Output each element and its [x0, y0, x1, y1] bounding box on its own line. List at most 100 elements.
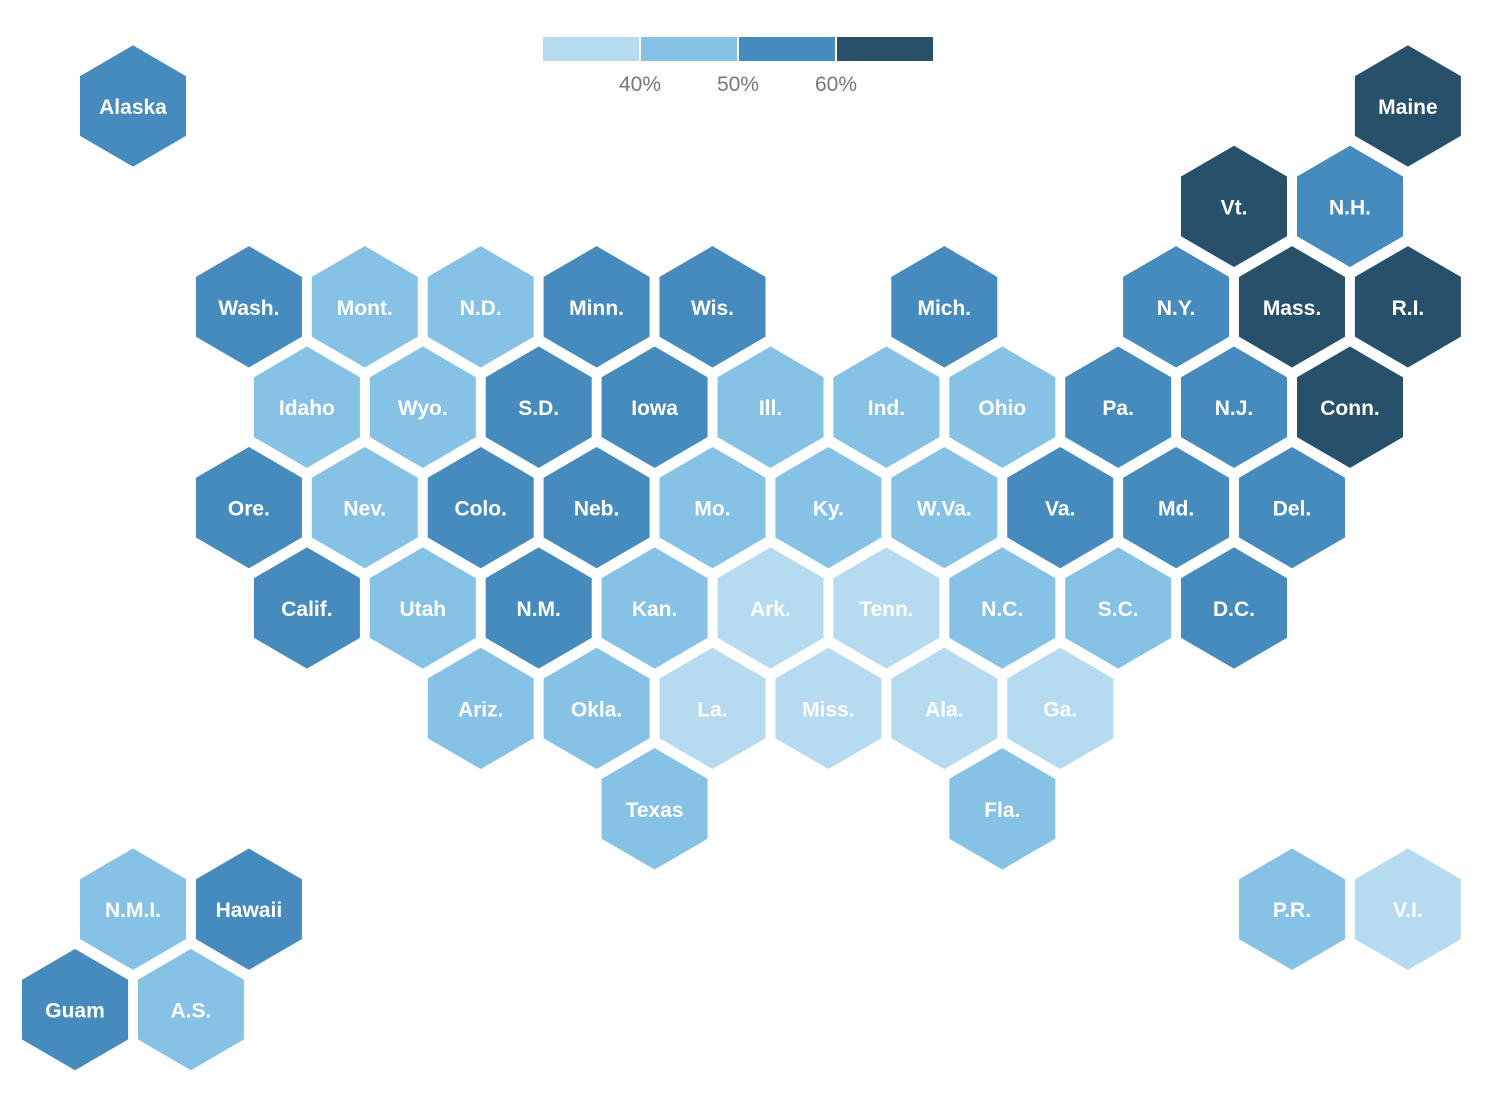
state-hex[interactable]: Mo.: [655, 442, 770, 573]
state-hex[interactable]: N.J.: [1177, 341, 1291, 473]
state-hex-shape[interactable]: [945, 542, 1060, 674]
state-hex-shape[interactable]: [539, 241, 654, 373]
state-hex-shape[interactable]: [423, 643, 538, 774]
state-hex[interactable]: Ind.: [829, 341, 944, 473]
state-hex[interactable]: R.I.: [1350, 241, 1465, 373]
state-hex[interactable]: Mich.: [887, 241, 1002, 373]
state-hex-shape[interactable]: [133, 944, 248, 1075]
state-hex-shape[interactable]: [423, 442, 538, 573]
state-hex[interactable]: Del.: [1235, 442, 1349, 573]
state-hex-shape[interactable]: [1350, 241, 1465, 373]
state-hex-shape[interactable]: [18, 944, 133, 1075]
state-hex-shape[interactable]: [887, 643, 1002, 774]
state-hex-shape[interactable]: [713, 341, 828, 473]
state-hex-shape[interactable]: [423, 241, 538, 373]
state-hex[interactable]: Kan.: [597, 542, 712, 674]
state-hex-shape[interactable]: [887, 241, 1002, 373]
state-hex-shape[interactable]: [1003, 643, 1118, 774]
state-hex[interactable]: P.R.: [1235, 843, 1349, 975]
state-hex[interactable]: La.: [655, 643, 770, 774]
state-hex-shape[interactable]: [191, 843, 306, 975]
state-hex[interactable]: Wyo.: [365, 341, 480, 473]
state-hex-shape[interactable]: [1235, 442, 1349, 573]
state-hex-shape[interactable]: [597, 743, 712, 875]
state-hex-shape[interactable]: [307, 442, 422, 573]
state-hex[interactable]: Hawaii: [191, 843, 306, 975]
state-hex-shape[interactable]: [365, 341, 480, 473]
state-hex-shape[interactable]: [1235, 843, 1349, 975]
state-hex[interactable]: Conn.: [1293, 341, 1407, 473]
state-hex[interactable]: Pa.: [1061, 341, 1176, 473]
state-hex[interactable]: V.I.: [1350, 843, 1465, 975]
state-hex[interactable]: Colo.: [423, 442, 538, 573]
state-hex[interactable]: Fla.: [945, 743, 1060, 875]
state-hex[interactable]: Ore.: [191, 442, 306, 573]
state-hex[interactable]: Ky.: [771, 442, 886, 573]
state-hex[interactable]: Ohio: [945, 341, 1060, 473]
state-hex-shape[interactable]: [1350, 40, 1465, 172]
state-hex-shape[interactable]: [1235, 241, 1349, 373]
state-hex[interactable]: Wash.: [191, 241, 306, 373]
state-hex[interactable]: Idaho: [249, 341, 364, 473]
state-hex-shape[interactable]: [597, 542, 712, 674]
state-hex-shape[interactable]: [945, 341, 1060, 473]
state-hex[interactable]: N.C.: [945, 542, 1060, 674]
state-hex[interactable]: Utah: [365, 542, 480, 674]
state-hex-shape[interactable]: [191, 442, 306, 573]
state-hex[interactable]: N.M.: [481, 542, 596, 674]
state-hex[interactable]: Minn.: [539, 241, 654, 373]
state-hex-shape[interactable]: [1061, 542, 1176, 674]
state-hex[interactable]: Va.: [1003, 442, 1118, 573]
state-hex-shape[interactable]: [655, 442, 770, 573]
state-hex[interactable]: Md.: [1119, 442, 1234, 573]
state-hex[interactable]: Okla.: [539, 643, 654, 774]
state-hex-shape[interactable]: [1350, 843, 1465, 975]
state-hex-shape[interactable]: [76, 843, 190, 975]
state-hex[interactable]: Calif.: [249, 542, 364, 674]
state-hex[interactable]: N.H.: [1293, 141, 1407, 272]
state-hex[interactable]: Iowa: [597, 341, 712, 473]
state-hex-shape[interactable]: [887, 442, 1002, 573]
state-hex-shape[interactable]: [365, 542, 480, 674]
state-hex[interactable]: Ill.: [713, 341, 828, 473]
state-hex[interactable]: A.S.: [133, 944, 248, 1075]
state-hex-shape[interactable]: [539, 643, 654, 774]
state-hex-shape[interactable]: [655, 643, 770, 774]
state-hex[interactable]: Ark.: [713, 542, 828, 674]
state-hex-shape[interactable]: [307, 241, 422, 373]
state-hex[interactable]: Alaska: [76, 40, 190, 172]
state-hex[interactable]: Miss.: [771, 643, 886, 774]
state-hex[interactable]: Guam: [18, 944, 133, 1075]
state-hex[interactable]: S.C.: [1061, 542, 1176, 674]
state-hex-shape[interactable]: [1177, 341, 1291, 473]
state-hex-shape[interactable]: [771, 643, 886, 774]
state-hex-shape[interactable]: [481, 341, 596, 473]
state-hex-shape[interactable]: [249, 341, 364, 473]
state-hex[interactable]: Ariz.: [423, 643, 538, 774]
state-hex[interactable]: D.C.: [1177, 542, 1291, 674]
state-hex[interactable]: Mass.: [1235, 241, 1349, 373]
state-hex-shape[interactable]: [1293, 141, 1407, 272]
state-hex-shape[interactable]: [249, 542, 364, 674]
state-hex[interactable]: Nev.: [307, 442, 422, 573]
state-hex-shape[interactable]: [1061, 341, 1176, 473]
state-hex[interactable]: N.M.I.: [76, 843, 190, 975]
state-hex[interactable]: N.D.: [423, 241, 538, 373]
state-hex[interactable]: Texas: [597, 743, 712, 875]
state-hex-shape[interactable]: [1003, 442, 1118, 573]
state-hex[interactable]: Vt.: [1177, 141, 1291, 272]
state-hex-shape[interactable]: [1177, 141, 1291, 272]
state-hex-shape[interactable]: [771, 442, 886, 573]
state-hex[interactable]: Tenn.: [829, 542, 944, 674]
state-hex-shape[interactable]: [1177, 542, 1291, 674]
state-hex[interactable]: Maine: [1350, 40, 1465, 172]
state-hex[interactable]: Neb.: [539, 442, 654, 573]
state-hex-shape[interactable]: [655, 241, 770, 373]
state-hex[interactable]: Ala.: [887, 643, 1002, 774]
state-hex-shape[interactable]: [191, 241, 306, 373]
state-hex-shape[interactable]: [829, 341, 944, 473]
state-hex[interactable]: Ga.: [1003, 643, 1118, 774]
state-hex-shape[interactable]: [481, 542, 596, 674]
state-hex[interactable]: S.D.: [481, 341, 596, 473]
state-hex[interactable]: Wis.: [655, 241, 770, 373]
